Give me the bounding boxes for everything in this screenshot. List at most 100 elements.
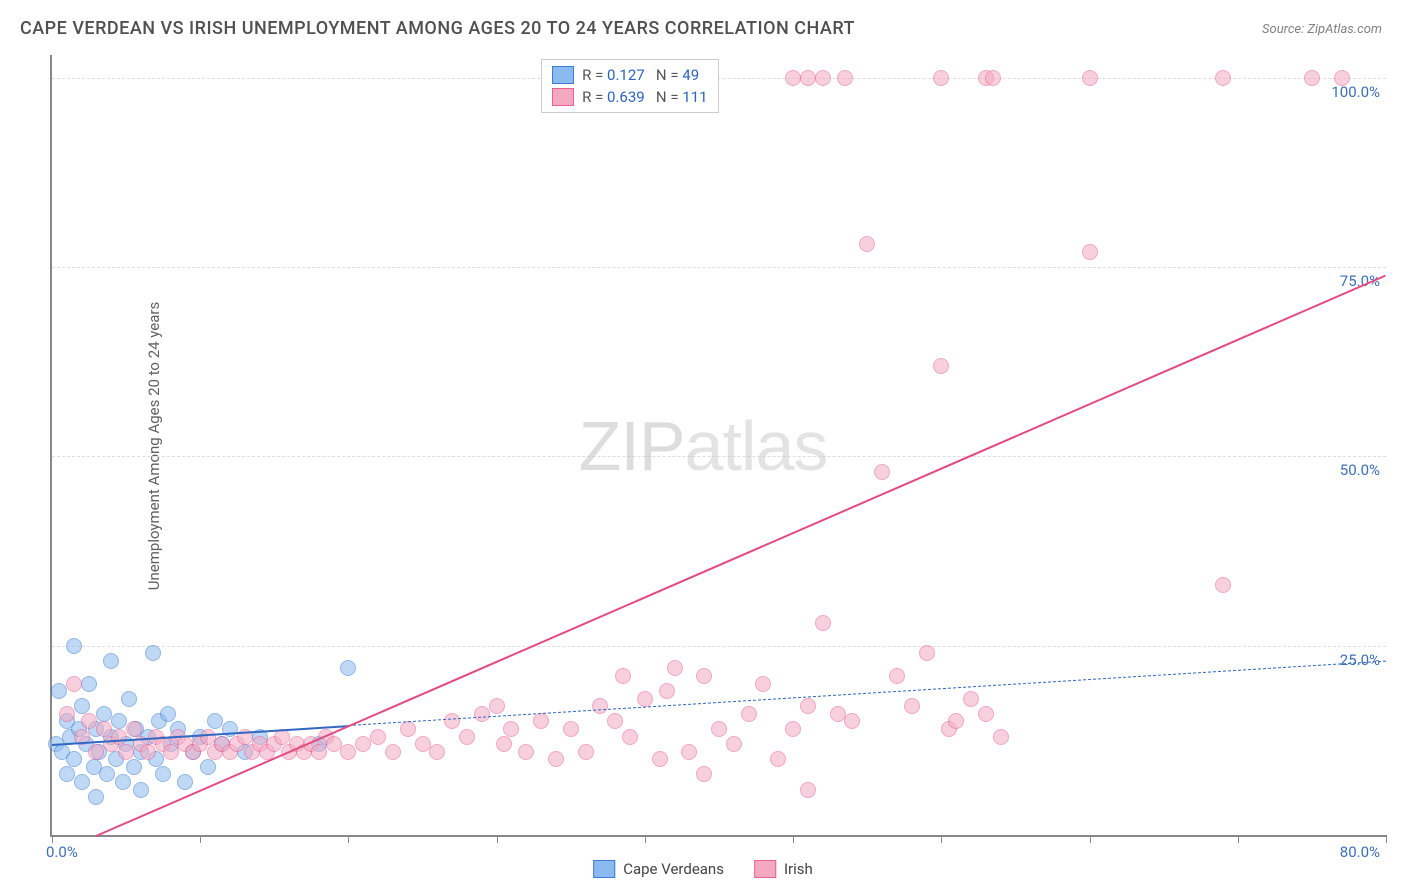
y-tick-label: 25.0% [1340,651,1380,669]
data-point [81,676,97,692]
data-point [874,464,890,480]
data-point [563,721,579,737]
data-point [66,676,82,692]
x-tick [348,835,349,843]
data-point [96,706,112,722]
data-point [140,744,156,760]
data-point [59,766,75,782]
gridline [52,456,1386,457]
data-point [1082,70,1098,86]
data-point [177,774,193,790]
data-point [518,744,534,760]
data-point [66,638,82,654]
x-origin-label: 0.0% [46,843,78,861]
legend-swatch [593,860,615,878]
gridline [52,646,1386,647]
data-point [326,736,342,752]
data-point [51,683,67,699]
data-point [592,698,608,714]
data-point [963,691,979,707]
source-attribution: Source: ZipAtlas.com [1262,22,1382,37]
data-point [74,774,90,790]
data-point [726,736,742,752]
legend-swatch [552,66,574,84]
data-point [844,713,860,729]
stats-legend-row: R = 0.639 N = 111 [552,86,707,108]
data-point [66,751,82,767]
data-point [355,736,371,752]
series-name: Cape Verdeans [623,858,724,880]
x-tick [1090,835,1091,843]
data-point [830,706,846,722]
data-point [800,70,816,86]
data-point [837,70,853,86]
data-point [429,744,445,760]
x-tick [793,835,794,843]
data-point [1304,70,1320,86]
data-point [385,744,401,760]
data-point [1215,70,1231,86]
data-point [785,70,801,86]
data-point [948,713,964,729]
data-point [933,70,949,86]
data-point [160,706,176,722]
data-point [800,782,816,798]
data-point [59,706,75,722]
stats-legend-row: R = 0.127 N = 49 [552,64,707,86]
data-point [474,706,490,722]
trend-line [96,275,1386,837]
data-point [659,683,675,699]
data-point [496,736,512,752]
data-point [126,759,142,775]
x-tick [645,835,646,843]
data-point [711,721,727,737]
data-point [533,713,549,729]
data-point [133,782,149,798]
data-point [489,698,505,714]
data-point [696,668,712,684]
data-point [88,744,104,760]
gridline [52,267,1386,268]
chart-title: CAPE VERDEAN VS IRISH UNEMPLOYMENT AMONG… [20,18,855,39]
data-point [681,744,697,760]
data-point [859,236,875,252]
data-point [340,660,356,676]
data-point [1334,70,1350,86]
data-point [459,729,475,745]
data-point [370,729,386,745]
data-point [889,668,905,684]
data-point [607,713,623,729]
data-point [578,744,594,760]
bottom-legend: Cape Verdeans Irish [593,858,813,880]
data-point [200,729,216,745]
data-point [978,706,994,722]
data-point [904,698,920,714]
x-tick [497,835,498,843]
data-point [993,729,1009,745]
data-point [800,698,816,714]
data-point [1215,577,1231,593]
data-point [637,691,653,707]
data-point [400,721,416,737]
data-point [81,713,97,729]
data-point [985,70,1001,86]
data-point [340,744,356,760]
data-point [667,660,683,676]
data-point [770,751,786,767]
x-tick [941,835,942,843]
data-point [622,729,638,745]
x-tick [1238,835,1239,843]
data-point [118,744,134,760]
legend-stats-text: R = 0.127 N = 49 [582,64,699,86]
data-point [615,668,631,684]
data-point [755,676,771,692]
series-name: Irish [784,858,813,880]
x-max-label: 80.0% [1340,843,1380,861]
data-point [103,653,119,669]
data-point [815,70,831,86]
data-point [311,744,327,760]
trend-line [348,661,1386,726]
legend-swatch [754,860,776,878]
data-point [696,766,712,782]
y-tick-label: 50.0% [1340,461,1380,479]
